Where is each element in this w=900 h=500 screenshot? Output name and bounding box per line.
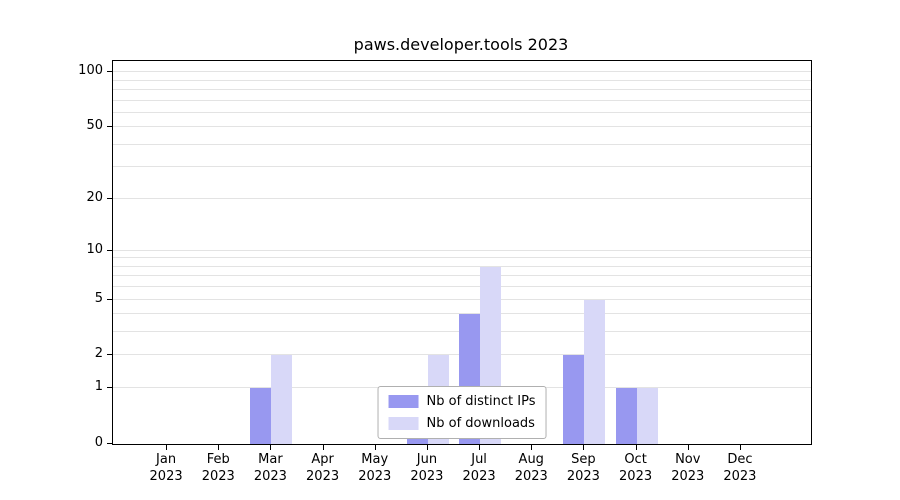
y-tick-label: 0 [94,435,103,450]
y-tick-mark [107,298,112,300]
x-tick-label: Apr 2023 [306,452,340,484]
y-tick-label: 100 [78,63,103,79]
x-tick-mark [583,445,585,450]
y-tick-mark [107,71,112,73]
y-tick-mark [107,126,112,128]
x-tick-mark [635,445,637,450]
y-tick-label: 2 [94,346,103,362]
bar-oct-distinct-ips [615,388,637,444]
legend: Nb of distinct IPs Nb of downloads [377,386,547,439]
x-tick-label: Feb 2023 [201,452,235,484]
x-tick-mark [687,445,689,450]
y-tick-mark [107,354,112,356]
legend-label-downloads: Nb of downloads [426,416,535,431]
x-tick-mark [166,445,168,450]
legend-label-distinct-ips: Nb of distinct IPs [426,394,536,409]
x-tick-mark [739,445,741,450]
gridline [113,111,811,113]
y-tick-mark [107,443,112,444]
legend-item-downloads: Nb of downloads [388,416,536,431]
x-tick-mark [374,445,376,450]
gridline [113,166,811,168]
x-tick-label: May 2023 [358,452,392,484]
y-tick-mark [107,249,112,251]
bar-oct-downloads [636,388,658,444]
bar-mar-distinct-ips [250,388,272,444]
legend-item-distinct-ips: Nb of distinct IPs [388,394,536,409]
y-tick-mark [107,197,112,199]
x-tick-label: Mar 2023 [253,452,287,484]
gridline [113,197,811,199]
y-tick-mark [107,387,112,389]
bar-sep-downloads [584,299,606,444]
gridline [113,275,811,277]
x-tick-mark [479,445,481,450]
gridline [113,88,811,90]
bar-sep-distinct-ips [563,355,585,444]
gridline [113,286,811,288]
y-tick-label: 50 [86,118,103,134]
chart-title: paws.developer.tools 2023 [353,35,569,54]
gridline [113,71,811,73]
y-tick-label: 10 [86,241,103,257]
gridline [113,298,811,300]
x-tick-mark [322,445,324,450]
legend-swatch-distinct-ips [388,395,419,408]
x-tick-label: Dec 2023 [723,452,757,484]
x-tick-mark [218,445,220,450]
y-tick-label: 1 [94,379,103,395]
legend-swatch-downloads [388,417,419,430]
gridline [113,79,811,81]
x-tick-mark [426,445,428,450]
gridline [113,143,811,145]
x-tick-label: Sep 2023 [566,452,600,484]
x-tick-label: Nov 2023 [671,452,705,484]
x-tick-label: Jul 2023 [462,452,496,484]
x-tick-mark [531,445,533,450]
gridline [113,249,811,251]
gridline [113,126,811,128]
gridline [113,313,811,315]
x-tick-label: Oct 2023 [619,452,653,484]
gridline [113,257,811,259]
y-tick-label: 20 [86,189,103,205]
gridline [113,99,811,101]
x-tick-label: Jan 2023 [149,452,183,484]
bar-mar-downloads [271,355,293,444]
y-tick-label: 5 [94,290,103,306]
plot-area: Nb of distinct IPs Nb of downloads [112,60,812,445]
x-tick-label: Aug 2023 [514,452,548,484]
gridline [113,265,811,267]
x-tick-mark [270,445,272,450]
x-tick-label: Jun 2023 [410,452,444,484]
